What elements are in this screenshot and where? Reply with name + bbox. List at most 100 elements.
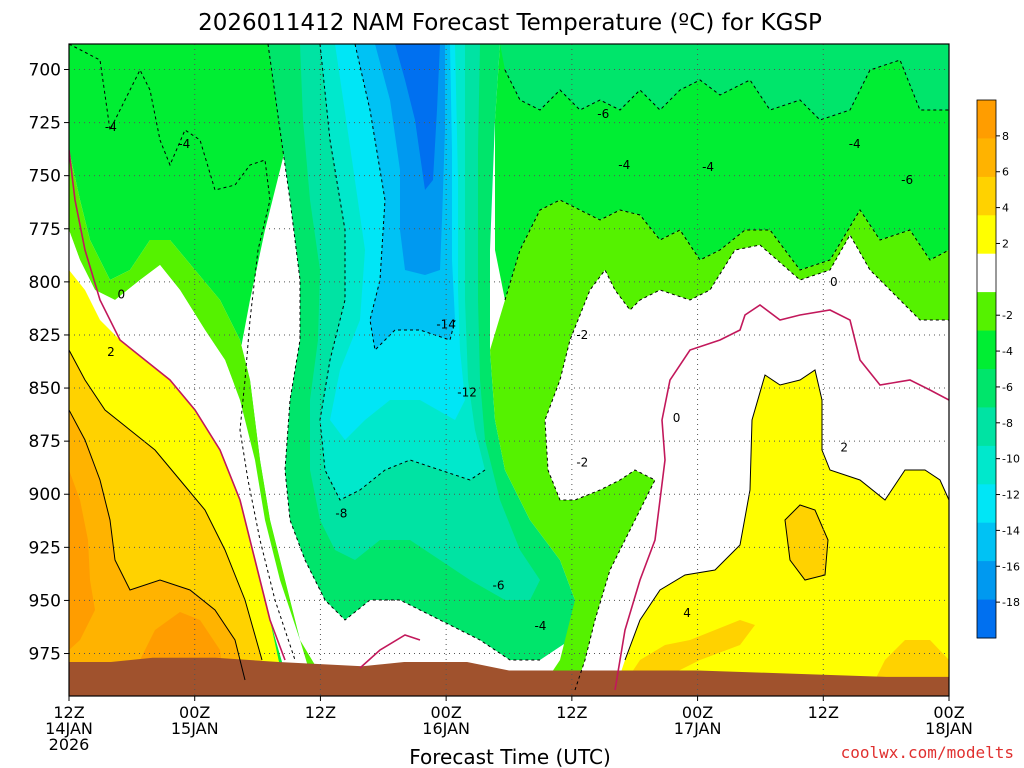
colorbar-band-7 xyxy=(977,369,996,408)
y-tick-label-825: 825 xyxy=(29,326,61,346)
contour-label-13: -2 xyxy=(576,455,588,469)
x-tick-label-60-1: 00Z xyxy=(682,703,713,722)
contour-labels: -4 -4 0 2 -14 -12 -8 -6 -4 -6 -4 -4 -2 -2 0 0 -4 -6 4 2 xyxy=(105,107,913,633)
colorbar: 8 6 4 2 -2 -4 -6 -8 -10 -12 -14 -16 -18 xyxy=(976,99,1020,639)
y-tick-label-900: 900 xyxy=(29,485,61,505)
contour-minus4-left xyxy=(69,44,296,661)
contour-label-12: -2 xyxy=(576,328,588,342)
colorbar-band-11 xyxy=(977,522,996,562)
contour-plus6-left xyxy=(69,409,246,681)
contour-label-3: 2 xyxy=(107,345,115,359)
colorbar-label--8: -8 xyxy=(1002,417,1013,430)
colorbar-label-4: 4 xyxy=(1002,202,1009,215)
colorbar-band-2 xyxy=(977,176,996,216)
contour-label-0: -4 xyxy=(105,120,117,134)
region-minus6-right xyxy=(500,44,949,120)
zero-isotherm-mid xyxy=(359,634,421,669)
colorbar-frame xyxy=(976,99,997,639)
contour-label-7: -6 xyxy=(493,579,505,593)
x-tick-label-48-1: 12Z xyxy=(556,703,587,722)
y-tick-label-750: 750 xyxy=(29,167,61,187)
contour-label-8: -4 xyxy=(534,619,546,633)
contour-lines xyxy=(69,44,949,691)
terrain-surface xyxy=(69,657,949,696)
contour-label-16: -4 xyxy=(849,137,861,151)
x-tick-label-72-1: 12Z xyxy=(808,703,839,722)
colorbar-label--16: -16 xyxy=(1002,560,1020,573)
chart-title: 2026011412 NAM Forecast Temperature (ºC)… xyxy=(198,10,822,36)
x-tick-label-0-2: 14JAN xyxy=(45,719,93,738)
colorbar-band-12 xyxy=(977,561,996,600)
y-tick-label-950: 950 xyxy=(29,591,61,611)
contour-label-14: 0 xyxy=(673,411,681,425)
contour-plus4-blob xyxy=(784,504,829,581)
y-tick-label-875: 875 xyxy=(29,432,61,452)
colorbar-label-8: 8 xyxy=(1002,130,1009,143)
contour-label-9: -6 xyxy=(597,107,609,121)
region-plus8-left xyxy=(69,470,95,650)
plot-frame xyxy=(68,43,950,697)
colorbar-label-6: 6 xyxy=(1002,166,1009,179)
contour-label-5: -12 xyxy=(457,385,477,399)
colorbar-band-1 xyxy=(977,138,996,178)
contour-minus2-right xyxy=(544,233,949,691)
region-plus6-left xyxy=(69,410,245,690)
colorbar-label-2: 2 xyxy=(1002,237,1009,250)
y-tick-label-925: 925 xyxy=(29,538,61,558)
contour-plus2-right xyxy=(624,369,949,661)
contour-label-11: -4 xyxy=(702,160,714,174)
colorbar-band-5 xyxy=(977,292,996,331)
region-minus20-core xyxy=(395,44,440,190)
colorbar-label--2: -2 xyxy=(1002,309,1013,322)
x-tick-label-60-2: 17JAN xyxy=(674,719,722,738)
colorbar-band-8 xyxy=(977,407,996,447)
contour-label-1: -4 xyxy=(178,137,190,151)
colorbar-label--18: -18 xyxy=(1002,596,1020,609)
y-tick-label-700: 700 xyxy=(29,60,61,80)
x-tick-label-0-1: 12Z xyxy=(53,703,84,722)
y-tick-label-850: 850 xyxy=(29,379,61,399)
contour-minus16 xyxy=(354,44,456,352)
x-axis-label: Forecast Time (UTC) xyxy=(409,745,611,768)
contour-plus4-left xyxy=(69,349,263,661)
contour-minus8 xyxy=(267,44,540,661)
x-tick-label-0-3: 2026 xyxy=(49,735,90,754)
grid-lines xyxy=(69,44,949,696)
temperature-fill-regions xyxy=(69,44,949,690)
zero-isotherm-left xyxy=(69,149,286,661)
x-tick-label-36-2: 16JAN xyxy=(422,719,470,738)
contour-minus12 xyxy=(319,44,486,501)
colorbar-label--4: -4 xyxy=(1002,345,1013,358)
x-tick-label-84-1: 00Z xyxy=(933,703,964,722)
colorbar-band-9 xyxy=(977,445,996,485)
contour-label-6: -8 xyxy=(335,506,347,520)
colorbar-label--14: -14 xyxy=(1002,524,1020,537)
contour-label-17: -6 xyxy=(901,173,913,187)
x-tick-label-84-2: 18JAN xyxy=(925,719,973,738)
contour-label-2: 0 xyxy=(118,288,126,302)
colorbar-label--12: -12 xyxy=(1002,489,1020,502)
colorbar-label--6: -6 xyxy=(1002,381,1013,394)
colorbar-band-3 xyxy=(977,215,996,255)
x-tick-label-36-1: 00Z xyxy=(430,703,461,722)
region-minus2-right xyxy=(490,200,949,690)
region-plus4-blob xyxy=(785,505,828,580)
x-tick-label-24-1: 12Z xyxy=(305,703,336,722)
region-zero-left xyxy=(69,230,315,690)
y-axis: 700 725 750 775 800 825 850 875 900 925 950 975 xyxy=(29,60,69,665)
colorbar-band-0 xyxy=(977,100,996,139)
y-tick-label-800: 800 xyxy=(29,273,61,293)
colorbar-band-6 xyxy=(977,330,996,370)
contour-label-19: 2 xyxy=(840,441,848,455)
contour-label-18: 4 xyxy=(683,606,691,620)
contour-minus4-right xyxy=(504,199,949,301)
contour-label-4: -14 xyxy=(436,317,456,331)
x-tick-label-12-2: 15JAN xyxy=(171,719,219,738)
y-tick-label-775: 775 xyxy=(29,220,61,240)
y-tick-label-725: 725 xyxy=(29,114,61,134)
colorbar-label--10: -10 xyxy=(1002,453,1020,466)
y-tick-label-975: 975 xyxy=(29,645,61,665)
colorbar-band-13 xyxy=(977,599,996,639)
